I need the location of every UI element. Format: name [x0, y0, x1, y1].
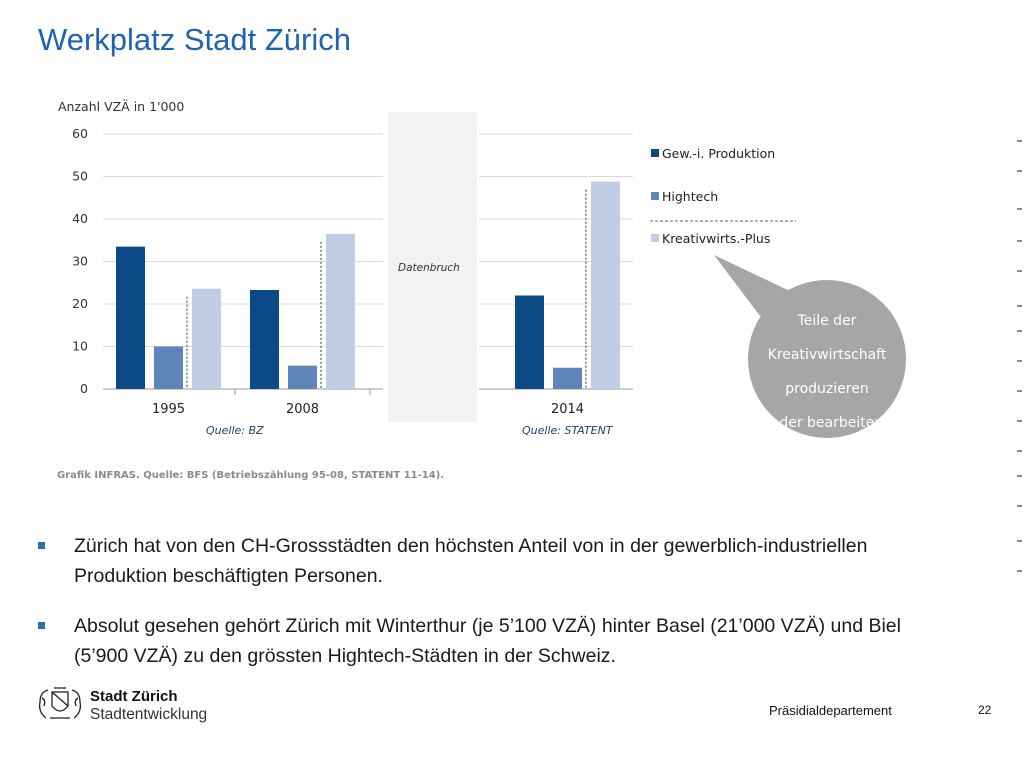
bar-chart: 0 10 20 30 40 50 60 Datenbruch 1995 2008 2014 An…: [57, 99, 906, 481]
callout-bubble: [714, 255, 792, 316]
callout-line: Kreativwirtschaft: [768, 347, 887, 363]
department-label: Präsidialdepartement: [769, 703, 892, 718]
bullet-item: Zürich hat von den CH-Grossstädten den h…: [38, 531, 918, 591]
bar: [116, 246, 145, 389]
bullet-square-icon: [38, 542, 45, 549]
page-number: 22: [978, 703, 992, 717]
y-tick-label: 50: [72, 169, 88, 184]
y-tick-label: 60: [72, 126, 88, 141]
bar: [591, 181, 620, 389]
callout-line: Teile der: [797, 313, 857, 329]
org-subtitle: Stadtentwicklung: [90, 706, 208, 723]
y-tick-label: 40: [72, 211, 88, 226]
y-tick-label: 30: [72, 254, 88, 269]
edge-marks: [1017, 130, 1024, 600]
bar: [553, 367, 582, 389]
edge-mark: [1017, 330, 1022, 332]
y-tick-label: 20: [72, 296, 88, 311]
edge-mark: [1017, 570, 1022, 572]
legend-label: Kreativwirts.-Plus: [662, 231, 770, 246]
callout-line: produzieren: [785, 381, 868, 397]
edge-mark: [1017, 450, 1022, 452]
bullet-square-icon: [38, 622, 45, 629]
edge-mark: [1017, 305, 1022, 307]
bullet-item: Absolut gesehen gehört Zürich mit Winter…: [38, 611, 918, 671]
y-tick-label: 0: [80, 381, 88, 396]
edge-mark: [1017, 170, 1022, 172]
bar: [250, 289, 279, 389]
bar: [326, 233, 355, 389]
edge-mark: [1017, 540, 1022, 542]
edge-mark: [1017, 390, 1022, 392]
chart-footnote: Grafik INFRAS. Quelle: BFS (Betriebszähl…: [57, 470, 444, 481]
bars: [116, 181, 620, 389]
chart-grid: [103, 133, 633, 395]
edge-mark: [1017, 420, 1022, 422]
bar: [154, 346, 183, 389]
y-tick-label: 10: [72, 339, 88, 354]
edge-mark: [1017, 208, 1022, 210]
edge-mark: [1017, 140, 1022, 142]
org-name: Stadt Zürich: [90, 688, 178, 705]
legend-swatch: [651, 234, 659, 242]
y-axis-ticks: 0 10 20 30 40 50 60: [72, 126, 88, 396]
x-tick-label: 2008: [286, 402, 319, 417]
data-break-band: [388, 112, 477, 422]
source-label-1: Quelle: BZ: [206, 424, 264, 437]
bar: [515, 295, 544, 389]
legend-swatch: [651, 149, 659, 157]
x-tick-label: 1995: [152, 402, 185, 417]
bar: [192, 288, 221, 389]
callout-line: oder bearbeiten: [771, 415, 883, 431]
y-axis-title: Anzahl VZÄ in 1'000: [58, 99, 184, 114]
zurich-coat-of-arms-logo: [38, 687, 82, 719]
x-axis-labels: 1995 2008 2014: [152, 402, 584, 417]
bullet-text: Absolut gesehen gehört Zürich mit Winter…: [74, 615, 901, 667]
legend-label: Gew.-i. Produktion: [662, 146, 775, 161]
edge-mark: [1017, 240, 1022, 242]
edge-mark: [1017, 505, 1022, 507]
callout-circle: [748, 280, 906, 438]
source-label-2: Quelle: STATENT: [522, 424, 614, 437]
org-block: Stadt Zürich Stadtentwicklung: [90, 688, 207, 724]
bullet-list: Zürich hat von den CH-Grossstädten den h…: [38, 531, 918, 691]
x-tick-label: 2014: [551, 402, 584, 417]
data-break-label: Datenbruch: [398, 262, 460, 274]
edge-mark: [1017, 475, 1022, 477]
edge-mark: [1017, 270, 1022, 272]
callout-text: Teile der Kreativwirtschaft produzieren ode…: [768, 313, 887, 431]
legend-label: Hightech: [662, 189, 718, 204]
bullet-text: Zürich hat von den CH-Grossstädten den h…: [74, 535, 868, 587]
legend: Gew.-i. Produktion Hightech Kreativwirts.-…: [651, 146, 775, 246]
bar: [288, 365, 317, 389]
legend-swatch: [651, 192, 659, 200]
page-title: Werkplatz Stadt Zürich: [38, 22, 351, 57]
edge-mark: [1017, 360, 1022, 362]
